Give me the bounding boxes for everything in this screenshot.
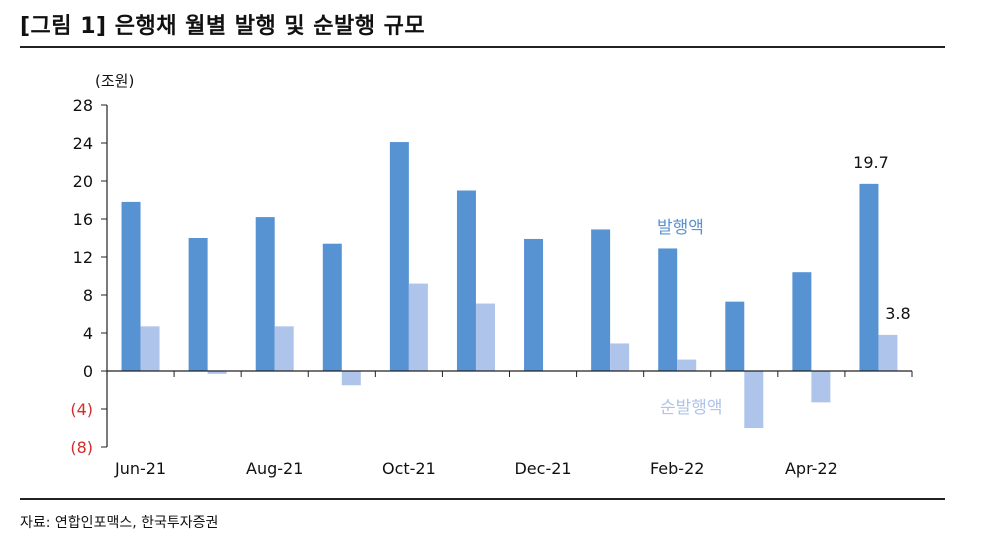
bar-net-issuance	[207, 371, 227, 374]
bar-issuance	[524, 238, 544, 371]
bar-net-issuance	[744, 371, 764, 428]
y-unit-label: (조원)	[95, 72, 134, 90]
data-label-issuance-last: 19.7	[853, 153, 889, 172]
y-tick-label: 28	[73, 96, 93, 115]
x-tick-label: Dec-21	[514, 459, 571, 478]
x-tick-label: Feb-22	[650, 459, 704, 478]
bar-issuance	[389, 142, 409, 371]
bar-net-issuance	[341, 371, 361, 386]
bar-issuance	[792, 272, 812, 371]
chart-title: [그림 1] 은행채 월별 발행 및 순발행 규모	[20, 14, 426, 39]
bar-net-issuance	[610, 343, 630, 371]
x-tick-label: Oct-21	[382, 459, 436, 478]
series-label-issuance: 발행액	[657, 218, 704, 238]
data-label-net-last: 3.8	[885, 304, 910, 323]
x-tick-label: Apr-22	[785, 459, 838, 478]
bar-issuance	[255, 217, 275, 371]
bar-net-issuance	[677, 359, 697, 371]
title-rule	[20, 46, 945, 48]
bars	[121, 142, 898, 428]
bar-net-issuance	[408, 283, 428, 371]
y-tick-label: 12	[73, 248, 93, 267]
x-tick-label: Aug-21	[246, 459, 303, 478]
bar-net-issuance	[475, 303, 495, 371]
y-tick-label: 20	[73, 172, 93, 191]
source-rule	[20, 498, 945, 500]
y-tick-label: 8	[83, 286, 93, 305]
bar-net-issuance	[878, 334, 898, 371]
x-tick-label: Jun-21	[114, 459, 166, 478]
source-note: 자료: 연합인포맥스, 한국투자증권	[20, 515, 219, 531]
bar-issuance	[859, 183, 879, 371]
x-axis: Jun-21 Aug-21 Oct-21 Dec-21 Feb-22 Apr-22	[106, 370, 913, 478]
bar-issuance	[322, 243, 342, 371]
bar-issuance	[725, 301, 745, 371]
bar-issuance	[188, 238, 208, 371]
bar-issuance	[121, 201, 141, 371]
y-tick-label: 0	[83, 362, 93, 381]
y-tick-label: 16	[73, 210, 93, 229]
y-tick-label: (4)	[70, 400, 93, 419]
y-tick-label: 24	[73, 134, 93, 153]
bar-issuance	[591, 229, 611, 371]
bar-issuance	[658, 248, 678, 371]
y-tick-label: 4	[83, 324, 93, 343]
y-axis: 28 24 20 16 12 8 4 0 (4) (8)	[70, 96, 108, 457]
bar-net-issuance	[274, 326, 294, 371]
bar-net-issuance	[140, 326, 160, 371]
bar-net-issuance	[811, 371, 831, 403]
y-tick-label: (8)	[70, 438, 93, 457]
bar-issuance	[456, 190, 476, 371]
series-label-net-issuance: 순발행액	[660, 398, 723, 418]
